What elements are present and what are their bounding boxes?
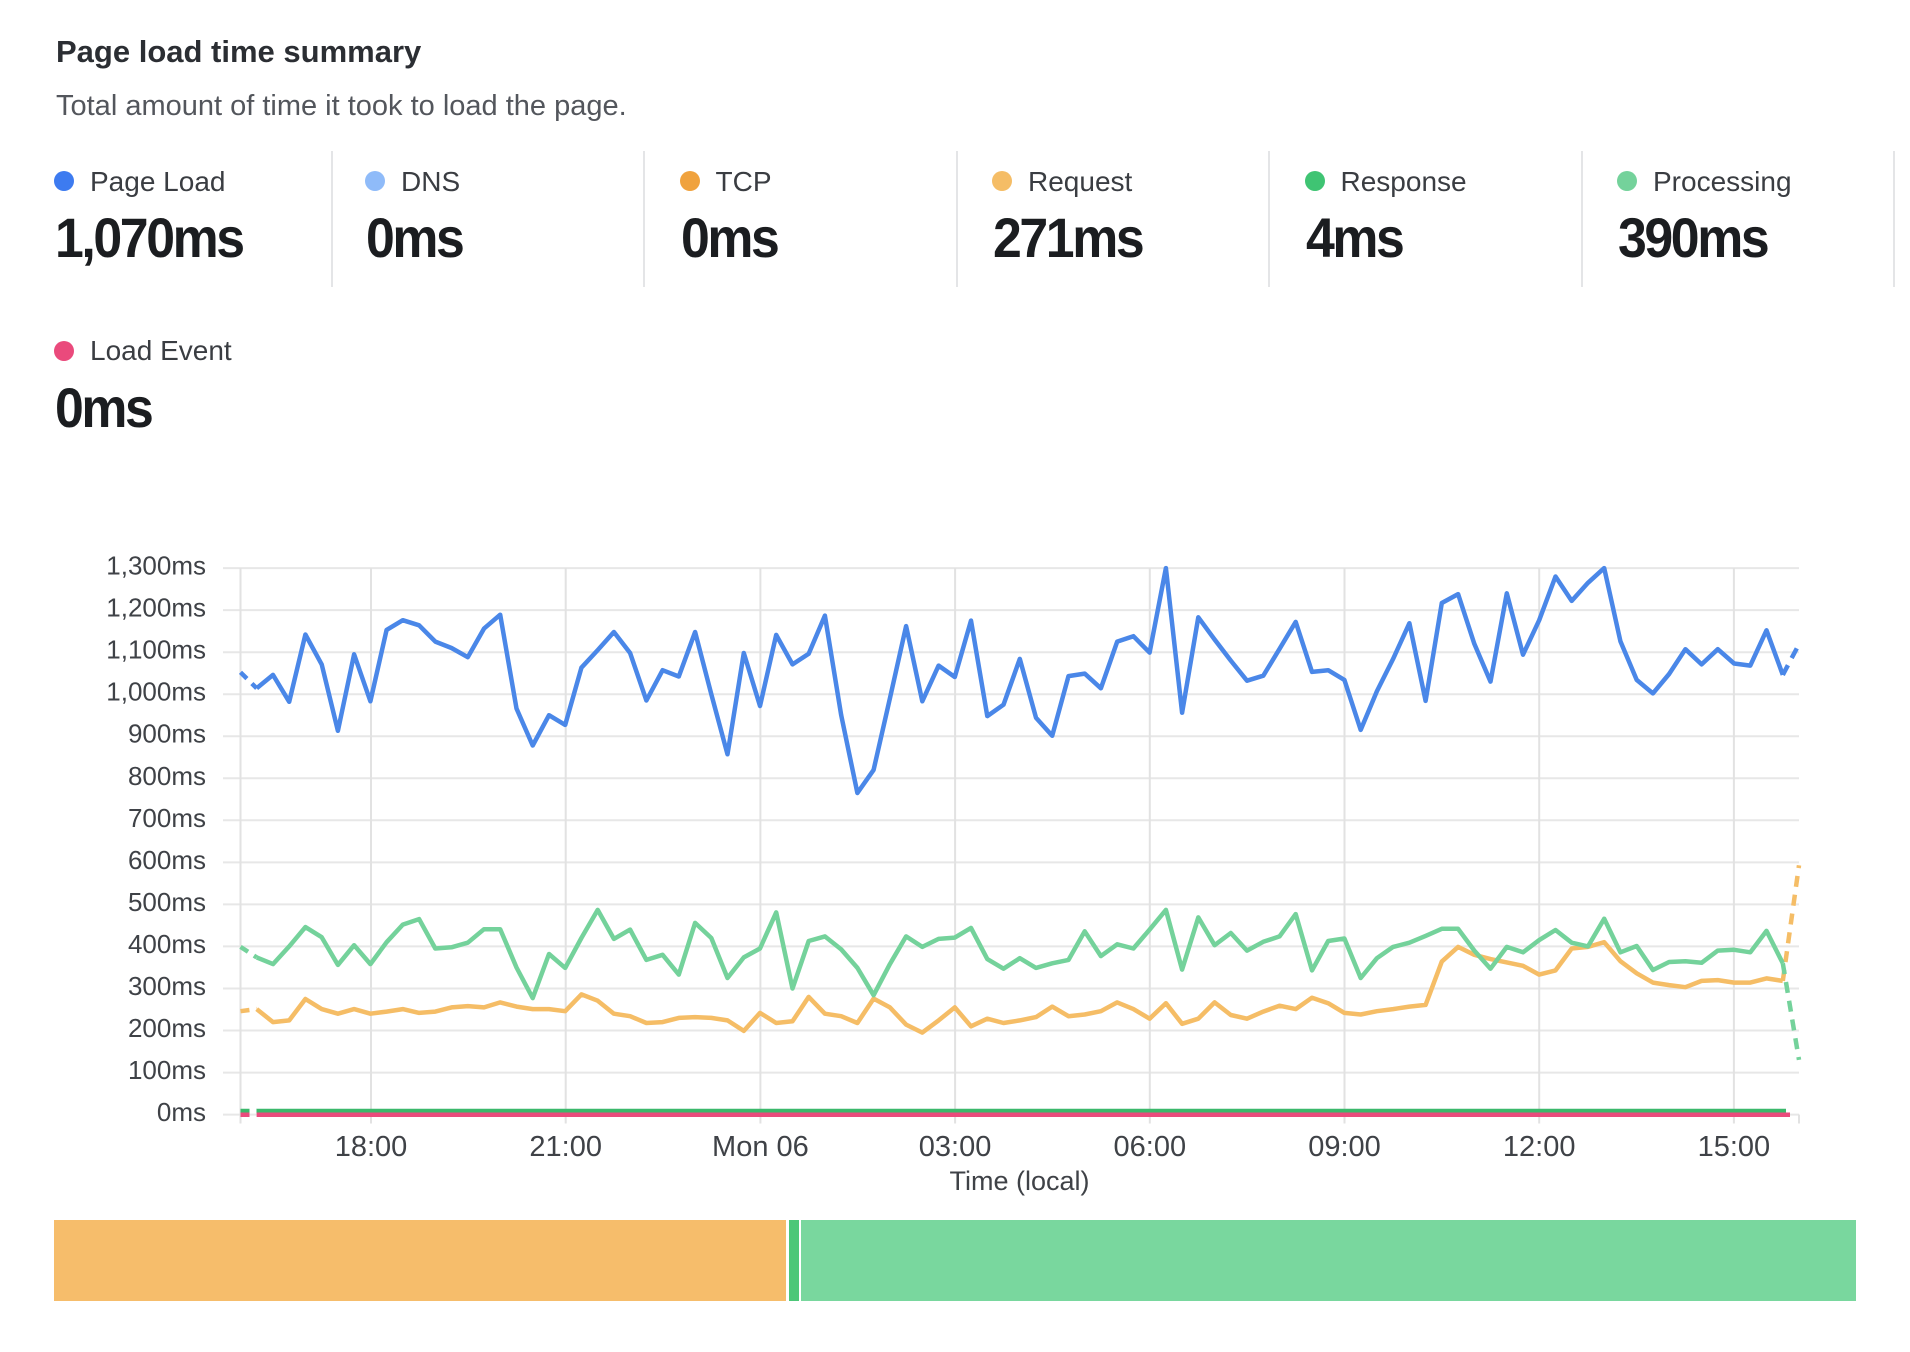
- svg-text:Mon 06: Mon 06: [712, 1131, 809, 1163]
- svg-text:1,300ms: 1,300ms: [106, 551, 206, 581]
- svg-text:500ms: 500ms: [128, 887, 206, 917]
- svg-text:1,200ms: 1,200ms: [106, 593, 206, 623]
- svg-text:700ms: 700ms: [128, 803, 206, 833]
- svg-text:100ms: 100ms: [128, 1055, 206, 1085]
- svg-text:0ms: 0ms: [157, 1097, 206, 1127]
- svg-text:21:00: 21:00: [529, 1131, 602, 1163]
- svg-text:03:00: 03:00: [919, 1131, 992, 1163]
- svg-text:800ms: 800ms: [128, 761, 206, 791]
- svg-text:06:00: 06:00: [1114, 1131, 1187, 1163]
- svg-text:09:00: 09:00: [1308, 1131, 1381, 1163]
- svg-text:900ms: 900ms: [128, 719, 206, 749]
- svg-text:1,100ms: 1,100ms: [106, 635, 206, 665]
- svg-text:12:00: 12:00: [1503, 1131, 1576, 1163]
- svg-text:Time (local): Time (local): [949, 1166, 1089, 1196]
- svg-text:600ms: 600ms: [128, 845, 206, 875]
- svg-text:1,000ms: 1,000ms: [106, 677, 206, 707]
- svg-text:200ms: 200ms: [128, 1013, 206, 1043]
- svg-text:15:00: 15:00: [1698, 1131, 1771, 1163]
- svg-text:18:00: 18:00: [335, 1131, 408, 1163]
- svg-text:300ms: 300ms: [128, 971, 206, 1001]
- svg-text:400ms: 400ms: [128, 929, 206, 959]
